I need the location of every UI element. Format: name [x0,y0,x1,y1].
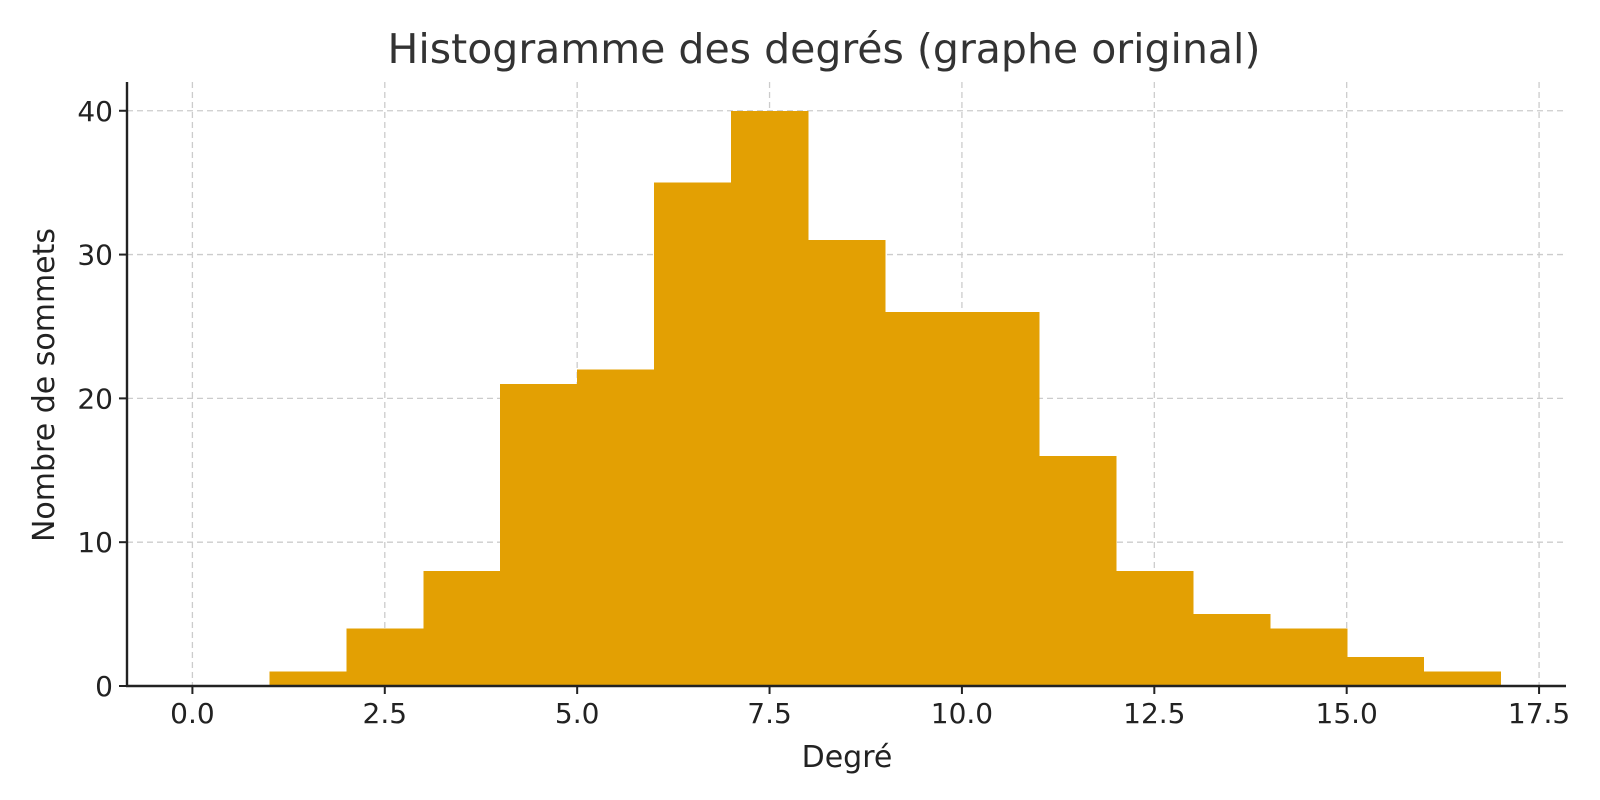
y-tick-label: 0 [95,670,113,703]
y-tick-label: 30 [77,239,113,272]
y-tick-label: 20 [77,382,113,415]
x-tick-label: 15.0 [1316,697,1378,730]
x-tick-label: 5.0 [555,697,600,730]
histogram-bar [1423,671,1502,686]
histogram-bar [500,384,578,686]
histogram-bar [884,312,963,686]
y-tick-label: 40 [77,95,113,128]
x-tick-label: 0.0 [170,697,215,730]
histogram-bar [1269,628,1348,686]
ticks: 0.0 2.5 5.0 7.5 10.0 12.5 15.0 17.5 0 10 20 30 40 [77,95,1570,730]
histogram-bar [269,671,347,686]
histogram-bar [961,312,1040,686]
x-tick-label: 12.5 [1123,697,1185,730]
y-axis-label: Nombre de sommets [27,228,62,542]
histogram-bar [731,110,809,686]
bars [269,110,1502,686]
x-tick-label: 7.5 [747,697,792,730]
histogram-bar [808,240,886,686]
histogram-bar [1346,657,1425,686]
histogram-bar [346,628,424,686]
y-tick-label: 10 [77,526,113,559]
x-tick-label: 17.5 [1508,697,1570,730]
x-axis-label: Degré [802,740,893,775]
histogram-bar [654,182,732,686]
chart-title: Histogramme des degrés (graphe original) [388,25,1261,73]
histogram-bar [1115,570,1194,686]
histogram-bar [1038,455,1117,686]
histogram-bar [423,570,501,686]
axes [125,82,1566,688]
x-tick-label: 10.0 [931,697,993,730]
histogram-bar [577,369,655,686]
histogram-bar [1192,614,1271,686]
x-tick-label: 2.5 [363,697,408,730]
